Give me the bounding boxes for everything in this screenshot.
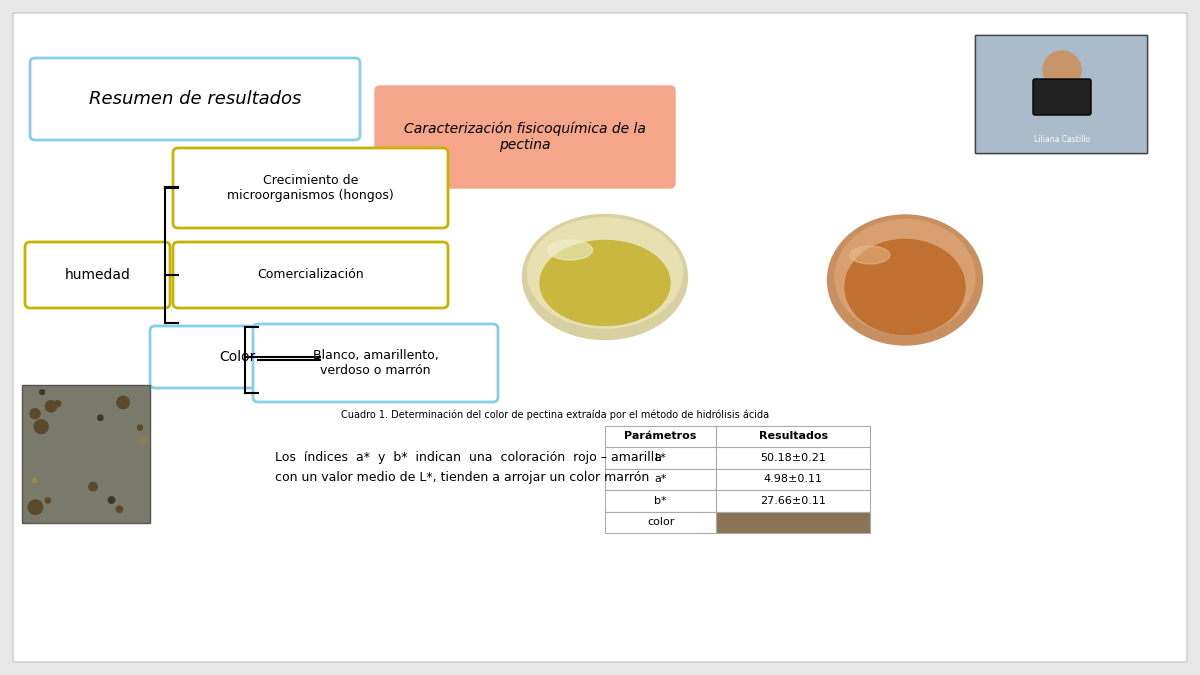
Text: b*: b* bbox=[654, 495, 667, 506]
Text: Caracterización fisicoquímica de la
pectina: Caracterización fisicoquímica de la pect… bbox=[404, 122, 646, 153]
Circle shape bbox=[53, 481, 66, 494]
Bar bbox=[716, 425, 870, 447]
Circle shape bbox=[56, 416, 70, 431]
Circle shape bbox=[38, 500, 42, 504]
Text: a*: a* bbox=[654, 475, 667, 484]
Bar bbox=[605, 447, 716, 468]
FancyBboxPatch shape bbox=[13, 13, 1187, 662]
FancyBboxPatch shape bbox=[25, 242, 170, 308]
Bar bbox=[716, 490, 870, 512]
Circle shape bbox=[116, 495, 130, 508]
Circle shape bbox=[90, 472, 102, 485]
Circle shape bbox=[103, 408, 112, 416]
FancyBboxPatch shape bbox=[1033, 79, 1091, 115]
FancyBboxPatch shape bbox=[150, 326, 325, 388]
FancyBboxPatch shape bbox=[173, 148, 448, 228]
Ellipse shape bbox=[528, 218, 683, 328]
Circle shape bbox=[20, 434, 29, 442]
Circle shape bbox=[68, 393, 78, 403]
Circle shape bbox=[140, 483, 155, 497]
Text: Comercialización: Comercialización bbox=[257, 269, 364, 281]
Text: Resumen de resultados: Resumen de resultados bbox=[89, 90, 301, 108]
Text: Crecimiento de
microorganismos (hongos): Crecimiento de microorganismos (hongos) bbox=[227, 173, 394, 202]
FancyBboxPatch shape bbox=[30, 58, 360, 140]
Ellipse shape bbox=[835, 219, 976, 335]
Ellipse shape bbox=[540, 240, 670, 325]
Circle shape bbox=[1043, 51, 1081, 89]
Text: 27.66±0.11: 27.66±0.11 bbox=[761, 495, 826, 506]
FancyBboxPatch shape bbox=[974, 35, 1147, 153]
FancyBboxPatch shape bbox=[974, 35, 1147, 153]
Bar bbox=[605, 468, 716, 490]
Ellipse shape bbox=[845, 240, 965, 335]
Text: humedad: humedad bbox=[65, 268, 131, 282]
Circle shape bbox=[133, 408, 143, 417]
Text: Color: Color bbox=[220, 350, 256, 364]
Bar bbox=[605, 490, 716, 512]
Bar bbox=[716, 447, 870, 468]
Text: Los  índices  a*  y  b*  indican  una  coloración  rojo – amarilla
con un valor : Los índices a* y b* indican una coloraci… bbox=[275, 452, 662, 485]
Text: Blanco, amarillento,
verdoso o marrón: Blanco, amarillento, verdoso o marrón bbox=[313, 349, 438, 377]
Text: Resultados: Resultados bbox=[758, 431, 828, 441]
Circle shape bbox=[101, 459, 114, 472]
Circle shape bbox=[80, 401, 95, 415]
Bar bbox=[22, 385, 150, 523]
FancyBboxPatch shape bbox=[374, 86, 674, 188]
Text: 50.18±0.21: 50.18±0.21 bbox=[761, 453, 826, 463]
Ellipse shape bbox=[850, 246, 890, 264]
Ellipse shape bbox=[547, 240, 593, 260]
Bar bbox=[605, 425, 716, 447]
Bar bbox=[605, 512, 716, 533]
FancyBboxPatch shape bbox=[253, 324, 498, 402]
Text: Parámetros: Parámetros bbox=[624, 431, 697, 441]
Ellipse shape bbox=[828, 215, 983, 345]
Circle shape bbox=[82, 469, 95, 482]
Bar bbox=[716, 512, 870, 533]
Bar bbox=[716, 468, 870, 490]
Text: color: color bbox=[647, 517, 674, 527]
Ellipse shape bbox=[522, 215, 688, 340]
Circle shape bbox=[42, 414, 56, 430]
FancyBboxPatch shape bbox=[173, 242, 448, 308]
Text: Cuadro 1. Determinación del color de pectina extraída por el método de hidrólisi: Cuadro 1. Determinación del color de pec… bbox=[341, 410, 769, 421]
Circle shape bbox=[54, 520, 59, 525]
Text: 4.98±0.11: 4.98±0.11 bbox=[763, 475, 823, 484]
Text: Liliana Castillo: Liliana Castillo bbox=[1034, 136, 1090, 144]
Text: L*: L* bbox=[655, 453, 666, 463]
